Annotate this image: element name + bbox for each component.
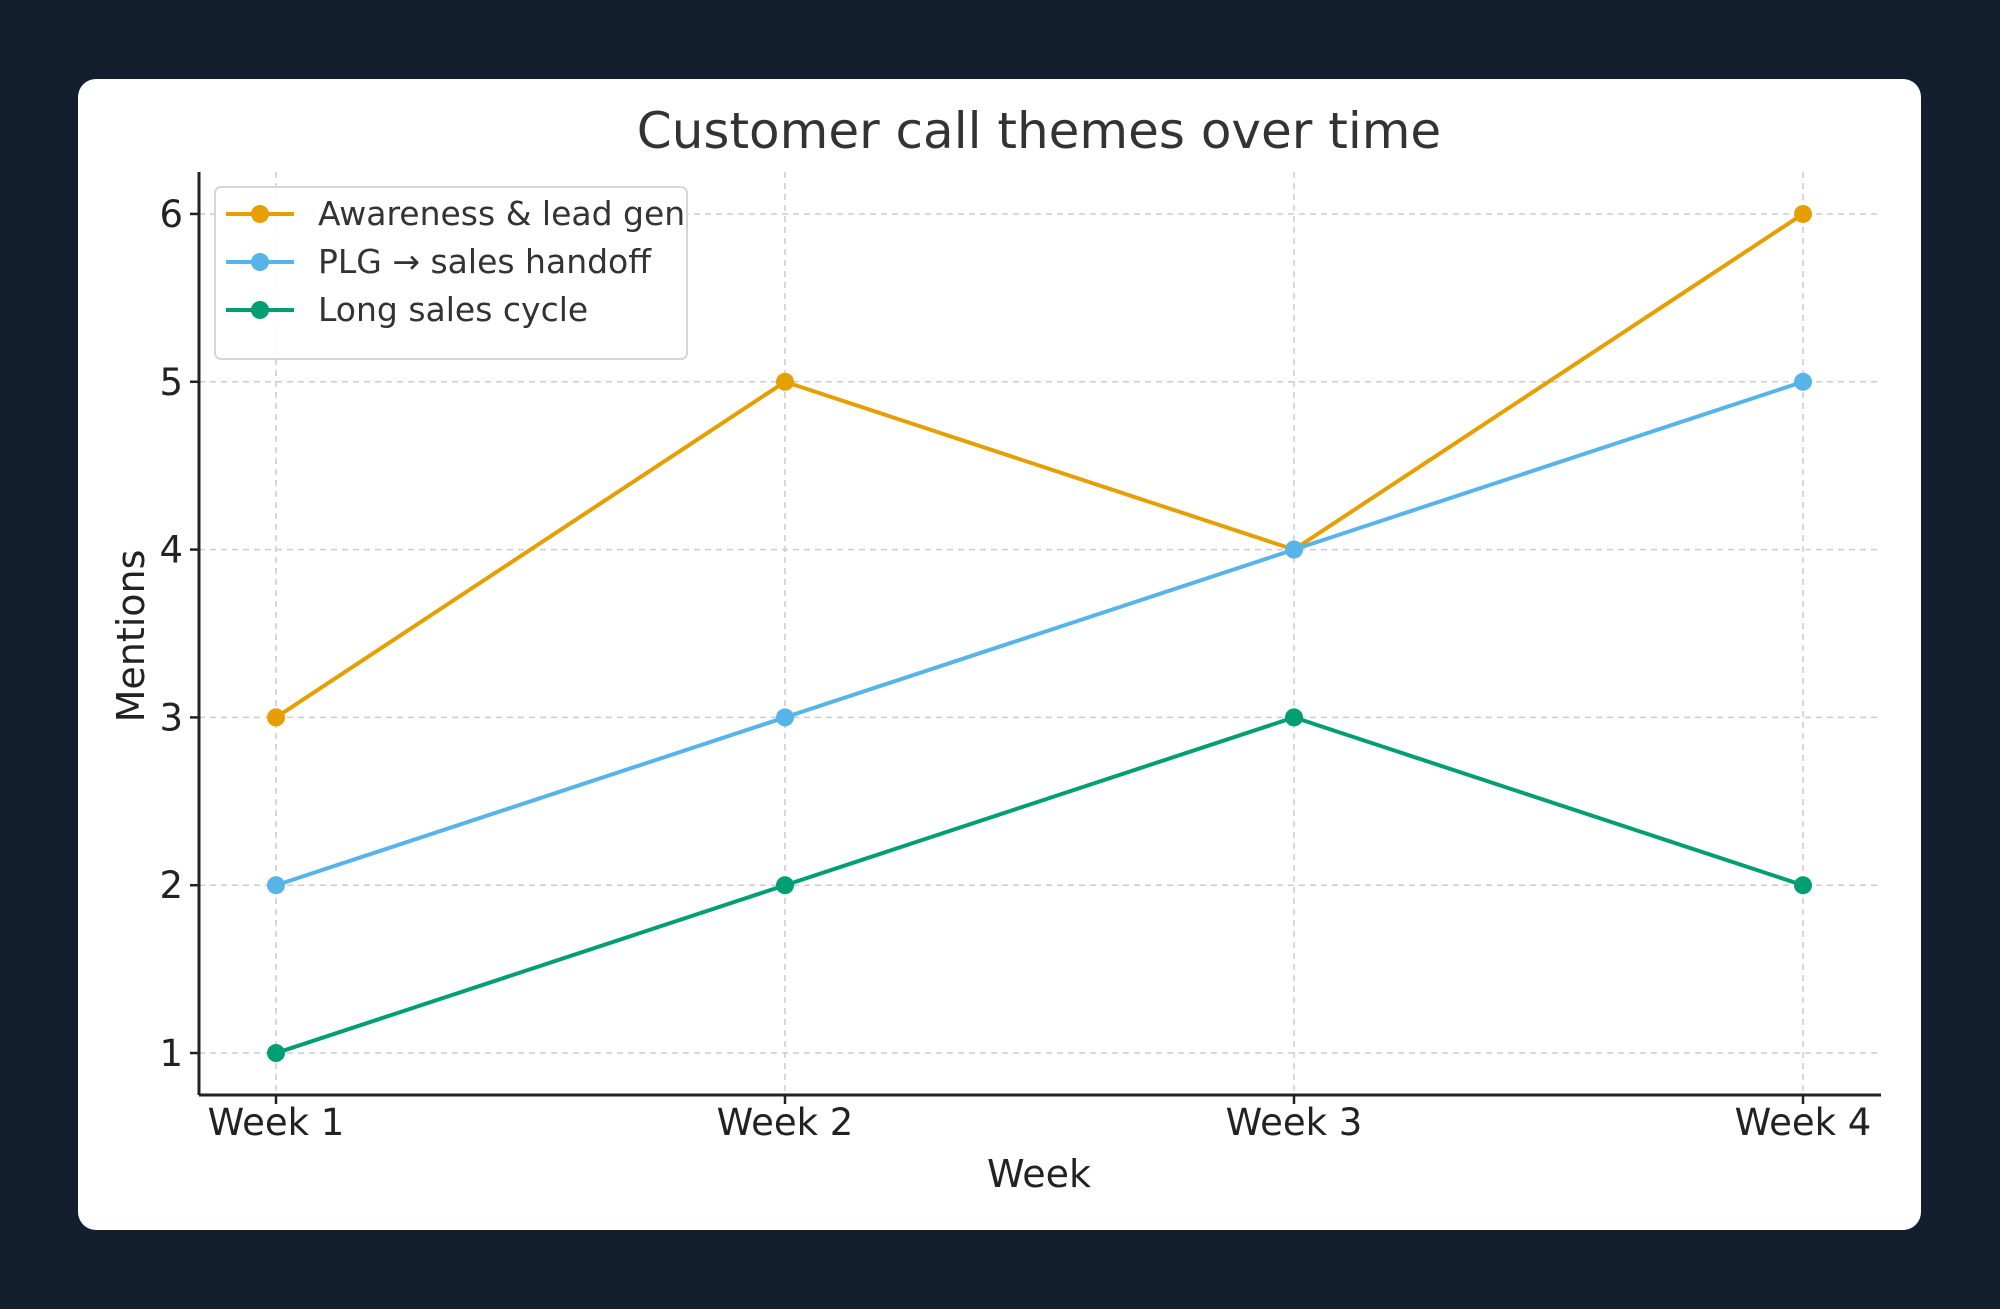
series-line (275, 715, 1804, 1055)
legend-label: PLG → sales handoff (318, 242, 652, 281)
legend-label: Long sales cycle (318, 290, 588, 329)
data-point (776, 876, 794, 895)
data-point (1285, 708, 1303, 727)
legend-swatch-marker (251, 253, 269, 271)
series (267, 204, 1812, 1063)
tick-labels: 1 2 3 4 5 6 Week 1 Week 2 Week 3 Week 4 (159, 193, 1871, 1144)
legend-swatch-marker (251, 205, 269, 223)
y-tick-label: 1 (159, 1032, 183, 1075)
data-point (1285, 540, 1303, 559)
legend: Awareness & lead gen PLG → sales handoff L… (214, 186, 688, 360)
legend-swatch-marker (251, 301, 269, 319)
data-point (776, 372, 794, 391)
axes (197, 172, 1881, 1097)
series-line (275, 379, 1804, 888)
data-point (267, 876, 285, 895)
x-tick-label: Week 1 (208, 1101, 345, 1144)
x-tick-label: Week 2 (717, 1101, 854, 1144)
series-2 (267, 372, 1812, 895)
data-point (776, 708, 794, 727)
grid (199, 172, 1881, 1095)
legend-label: Awareness & lead gen (318, 194, 685, 233)
y-tick-label: 2 (159, 864, 183, 907)
y-tick-label: 6 (159, 193, 183, 236)
data-point (267, 1044, 285, 1063)
x-tick-label: Week 4 (1735, 1101, 1872, 1144)
y-axis-label: Mentions (109, 550, 153, 723)
data-point (1794, 372, 1812, 391)
x-axis-label: Week (987, 1152, 1091, 1196)
legend-box (214, 186, 688, 360)
x-tick-label: Week 3 (1226, 1101, 1363, 1144)
series-3 (267, 708, 1812, 1063)
data-point (1794, 876, 1812, 895)
data-point (1794, 204, 1812, 223)
y-tick-label: 5 (159, 361, 183, 404)
y-tick-label: 4 (159, 529, 183, 572)
chart-title: Customer call themes over time (637, 102, 1441, 160)
y-tick-label: 3 (159, 696, 183, 739)
series-line (274, 212, 1805, 720)
data-point (267, 708, 285, 727)
